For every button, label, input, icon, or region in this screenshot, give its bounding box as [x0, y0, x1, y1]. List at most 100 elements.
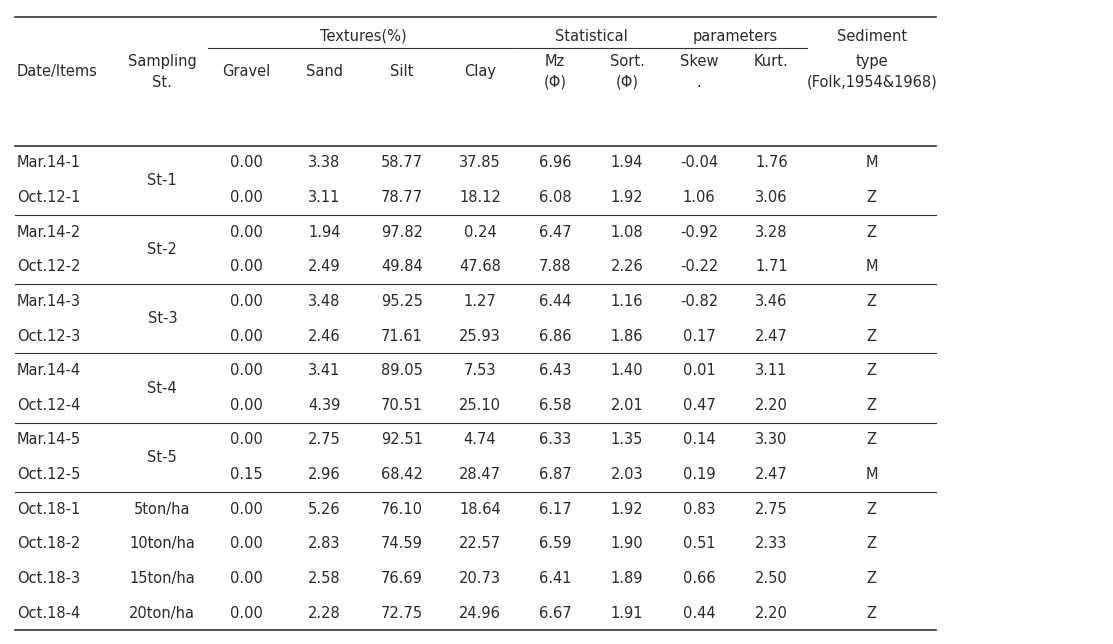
Text: 0.19: 0.19: [683, 467, 716, 482]
Text: 7.88: 7.88: [539, 260, 571, 274]
Text: 1.92: 1.92: [611, 502, 643, 516]
Text: 2.28: 2.28: [308, 605, 341, 621]
Text: type
(Folk,1954&1968): type (Folk,1954&1968): [807, 54, 937, 90]
Text: Textures(%): Textures(%): [321, 29, 406, 44]
Text: 74.59: 74.59: [382, 536, 423, 551]
Text: Z: Z: [867, 363, 877, 378]
Text: 1.71: 1.71: [755, 260, 788, 274]
Text: 15ton/ha: 15ton/ha: [129, 571, 195, 586]
Text: 0.00: 0.00: [230, 155, 263, 171]
Text: 0.00: 0.00: [230, 433, 263, 448]
Text: Sediment: Sediment: [837, 29, 907, 44]
Text: 7.53: 7.53: [464, 363, 496, 378]
Text: 2.75: 2.75: [755, 502, 788, 516]
Text: 0.00: 0.00: [230, 605, 263, 621]
Text: 2.47: 2.47: [755, 467, 788, 482]
Text: 2.83: 2.83: [308, 536, 341, 551]
Text: 58.77: 58.77: [381, 155, 423, 171]
Text: 6.44: 6.44: [539, 294, 571, 309]
Text: 1.27: 1.27: [463, 294, 496, 309]
Text: Statistical: Statistical: [554, 29, 628, 44]
Text: Kurt.: Kurt.: [754, 54, 789, 69]
Text: Z: Z: [867, 605, 877, 621]
Text: 3.28: 3.28: [755, 225, 788, 240]
Text: 2.47: 2.47: [755, 328, 788, 344]
Text: 1.76: 1.76: [755, 155, 788, 171]
Text: 2.03: 2.03: [611, 467, 643, 482]
Text: Clay: Clay: [464, 64, 496, 79]
Text: Oct.12-3: Oct.12-3: [17, 328, 80, 344]
Text: Sand: Sand: [306, 64, 343, 79]
Text: Skew
.: Skew .: [680, 54, 718, 90]
Text: St-2: St-2: [147, 242, 177, 257]
Text: 6.87: 6.87: [539, 467, 571, 482]
Text: Oct.18-4: Oct.18-4: [17, 605, 80, 621]
Text: Mar.14-2: Mar.14-2: [17, 225, 81, 240]
Text: 0.01: 0.01: [682, 363, 716, 378]
Text: Z: Z: [867, 536, 877, 551]
Text: 6.08: 6.08: [539, 190, 571, 205]
Text: St-5: St-5: [148, 450, 177, 465]
Text: 0.00: 0.00: [230, 260, 263, 274]
Text: 6.59: 6.59: [539, 536, 571, 551]
Text: 2.26: 2.26: [611, 260, 643, 274]
Text: 4.39: 4.39: [308, 398, 341, 413]
Text: 6.96: 6.96: [539, 155, 571, 171]
Text: 1.35: 1.35: [611, 433, 643, 448]
Text: 0.51: 0.51: [683, 536, 716, 551]
Text: -0.82: -0.82: [680, 294, 718, 309]
Text: Z: Z: [867, 398, 877, 413]
Text: 6.58: 6.58: [539, 398, 571, 413]
Text: 0.47: 0.47: [682, 398, 716, 413]
Text: 1.89: 1.89: [611, 571, 643, 586]
Text: Z: Z: [867, 294, 877, 309]
Text: 0.44: 0.44: [683, 605, 716, 621]
Text: Oct.18-2: Oct.18-2: [17, 536, 80, 551]
Text: 0.15: 0.15: [230, 467, 263, 482]
Text: 0.00: 0.00: [230, 571, 263, 586]
Text: 0.00: 0.00: [230, 536, 263, 551]
Text: St-3: St-3: [148, 311, 177, 327]
Text: 78.77: 78.77: [381, 190, 423, 205]
Text: 97.82: 97.82: [381, 225, 423, 240]
Text: -0.92: -0.92: [680, 225, 718, 240]
Text: 1.86: 1.86: [611, 328, 643, 344]
Text: 1.91: 1.91: [611, 605, 643, 621]
Text: 0.00: 0.00: [230, 363, 263, 378]
Text: 0.00: 0.00: [230, 398, 263, 413]
Text: 3.11: 3.11: [308, 190, 341, 205]
Text: 0.00: 0.00: [230, 225, 263, 240]
Text: 0.66: 0.66: [683, 571, 716, 586]
Text: 2.01: 2.01: [611, 398, 643, 413]
Text: 24.96: 24.96: [459, 605, 501, 621]
Text: Z: Z: [867, 190, 877, 205]
Text: Mz
(Φ): Mz (Φ): [543, 54, 567, 90]
Text: St-1: St-1: [148, 173, 177, 188]
Text: 4.74: 4.74: [464, 433, 496, 448]
Text: 6.41: 6.41: [539, 571, 571, 586]
Text: 2.50: 2.50: [755, 571, 788, 586]
Text: parameters: parameters: [692, 29, 778, 44]
Text: 2.75: 2.75: [308, 433, 341, 448]
Text: 2.96: 2.96: [308, 467, 341, 482]
Text: 0.00: 0.00: [230, 294, 263, 309]
Text: Silt: Silt: [391, 64, 414, 79]
Text: 0.00: 0.00: [230, 190, 263, 205]
Text: Gravel: Gravel: [223, 64, 270, 79]
Text: Mar.14-5: Mar.14-5: [17, 433, 81, 448]
Text: Mar.14-4: Mar.14-4: [17, 363, 81, 378]
Text: Z: Z: [867, 571, 877, 586]
Text: -0.04: -0.04: [680, 155, 718, 171]
Text: 6.67: 6.67: [539, 605, 571, 621]
Text: Oct.12-5: Oct.12-5: [17, 467, 80, 482]
Text: 1.90: 1.90: [611, 536, 643, 551]
Text: 95.25: 95.25: [382, 294, 423, 309]
Text: 3.11: 3.11: [755, 363, 788, 378]
Text: 2.58: 2.58: [308, 571, 341, 586]
Text: 1.08: 1.08: [611, 225, 643, 240]
Text: 72.75: 72.75: [381, 605, 423, 621]
Text: 10ton/ha: 10ton/ha: [129, 536, 195, 551]
Text: 49.84: 49.84: [382, 260, 423, 274]
Text: Z: Z: [867, 502, 877, 516]
Text: -0.22: -0.22: [680, 260, 718, 274]
